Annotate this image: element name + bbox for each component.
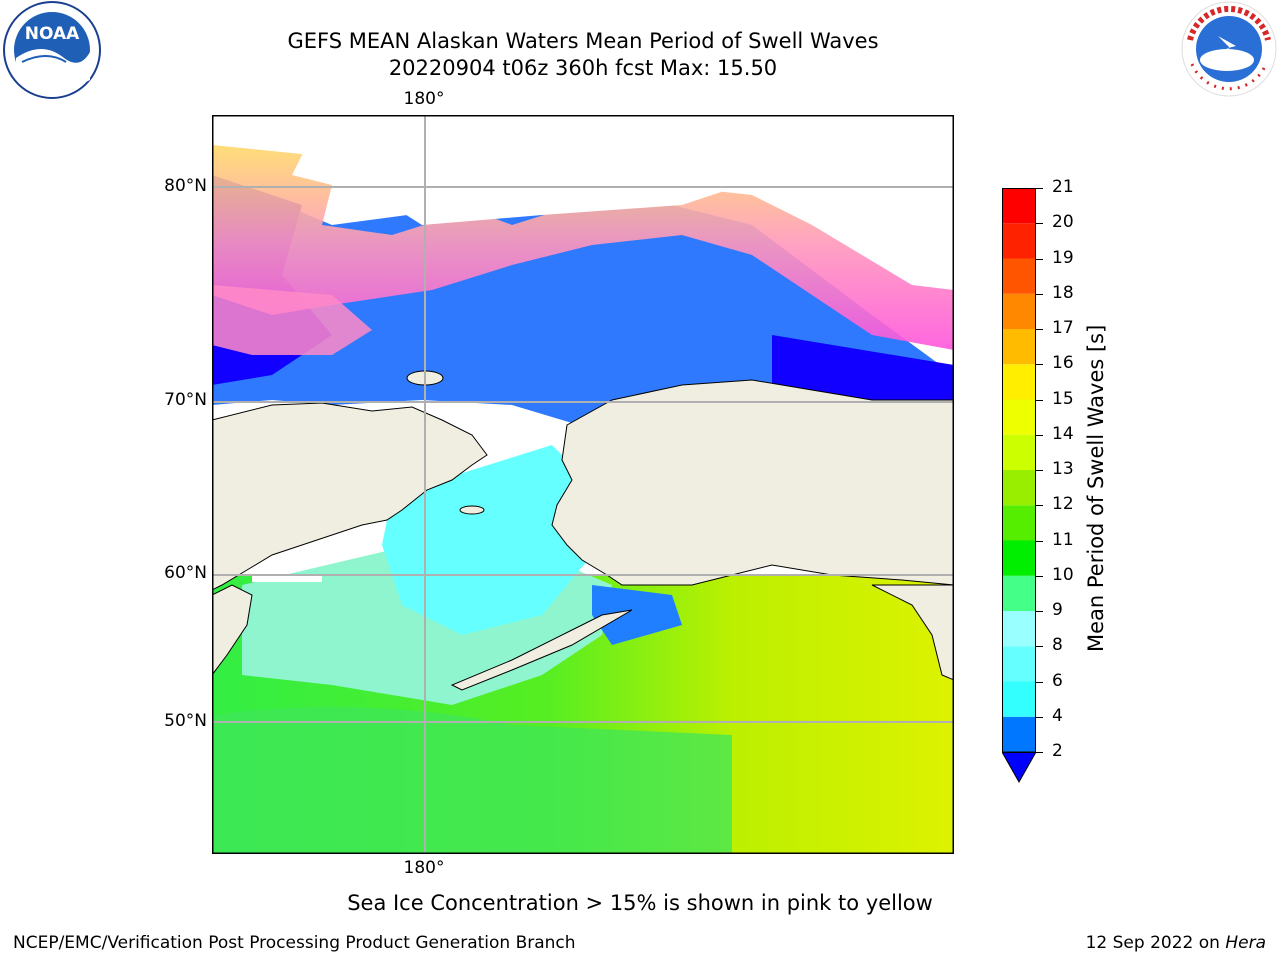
bristol-bay-blue — [592, 585, 682, 645]
colorbar-tick-mark — [1036, 575, 1043, 577]
colorbar-tick-2: 2 — [1052, 741, 1063, 761]
colorbar-tick-mark — [1036, 646, 1043, 648]
sea-ice-north — [212, 135, 954, 350]
colorbar-tick-21: 21 — [1052, 177, 1074, 197]
colorbar-tick-4: 4 — [1052, 705, 1063, 726]
kamchatka-land — [212, 584, 253, 676]
colorbar-bin-11 — [1002, 505, 1036, 541]
colorbar-tick-mark — [1036, 329, 1043, 330]
colorbar-tick-mark — [1036, 399, 1043, 401]
map-panel — [211, 114, 955, 855]
colorbar-tick-8: 8 — [1052, 635, 1063, 656]
date-text: 12 Sep 2022 on — [1085, 933, 1226, 953]
colorbar-under-arrow — [1001, 751, 1037, 784]
sea-ice-west — [212, 285, 372, 355]
map-svg — [211, 114, 955, 855]
colorbar-tick-11: 11 — [1052, 529, 1074, 550]
nws-logo — [1180, 0, 1278, 98]
credit-text: NCEP/EMC/Verification Post Processing Pr… — [13, 933, 576, 953]
no-data-alaska-gulf-strip — [252, 575, 322, 582]
no-data-north — [212, 115, 954, 225]
colorbar-svg — [1001, 188, 1037, 784]
colorbar-tick-13: 13 — [1052, 459, 1074, 479]
noaa-logo-text: NOAA — [25, 24, 80, 44]
colorbar-bin-18 — [1002, 258, 1036, 294]
colorbar-tick-12: 12 — [1052, 494, 1074, 515]
siberia-land — [212, 402, 488, 591]
colorbar-tick-9: 9 — [1052, 600, 1063, 620]
colorbar-tick-mark — [1036, 540, 1043, 542]
colorbar-tick-15: 15 — [1052, 388, 1074, 409]
chart-subtitle: 20220904 t06z 360h fcst Max: 15.50 — [388, 56, 778, 80]
southeast-alaska — [871, 584, 954, 681]
colorbar-tick-10: 10 — [1052, 564, 1074, 585]
colorbar-tick-mark — [1036, 188, 1043, 189]
colorbar-bin-4 — [1002, 681, 1036, 717]
colorbar-bin-14 — [1002, 399, 1036, 435]
lat-label-70n: 70°N — [164, 390, 207, 410]
colorbar-tick-19: 19 — [1052, 247, 1074, 268]
colorbar-tick-mark — [1036, 470, 1043, 471]
colorbar-bin-16 — [1002, 329, 1036, 365]
lon-label-bottom: 180° — [403, 858, 445, 878]
colorbar — [1001, 188, 1037, 784]
st-lawrence-island — [459, 505, 485, 515]
colorbar-bin-12 — [1002, 470, 1036, 506]
colorbar-tick-16: 16 — [1052, 353, 1074, 374]
colorbar-tick-20: 20 — [1052, 212, 1074, 233]
colorbar-bin-20 — [1002, 188, 1036, 224]
colorbar-tick-6: 6 — [1052, 670, 1063, 691]
colorbar-outline — [1002, 188, 1036, 753]
lat-label-80n: 80°N — [164, 176, 207, 196]
colorbar-bin-10 — [1002, 540, 1036, 576]
noaa-logo: NOAA — [2, 0, 102, 100]
colorbar-bin-19 — [1002, 223, 1036, 259]
colorbar-tick-mark — [1036, 611, 1043, 612]
alaska-peninsula — [450, 609, 633, 691]
map-border — [211, 114, 955, 855]
colorbar-tick-mark — [1036, 434, 1043, 436]
pacific-swell-field-south — [212, 707, 732, 854]
colorbar-bin-8 — [1002, 611, 1036, 647]
date-label: 12 Sep 2022 on Hera — [1086, 933, 1266, 953]
lat-label-50n: 50°N — [164, 711, 207, 731]
arctic-deep-blue-east — [772, 335, 954, 405]
colorbar-tick-mark — [1036, 505, 1043, 507]
lon-label-top: 180° — [403, 89, 445, 109]
colorbar-tick-mark — [1036, 681, 1043, 683]
lat-label-60n: 60°N — [164, 563, 207, 583]
machine-name: Hera — [1225, 933, 1266, 953]
colorbar-bin-6 — [1002, 646, 1036, 682]
graticule — [212, 115, 954, 854]
colorbar-tick-mark — [1036, 716, 1043, 718]
colorbar-tick-mark — [1036, 293, 1043, 295]
chart-title: GEFS MEAN Alaskan Waters Mean Period of … — [287, 29, 879, 53]
colorbar-title: Mean Period of Swell Waves [s] — [1084, 324, 1108, 652]
colorbar-tick-mark — [1036, 364, 1043, 366]
alaska-land — [551, 379, 954, 586]
colorbar-bin-17 — [1002, 293, 1036, 329]
bering-sea-light — [382, 445, 602, 635]
colorbar-bin-9 — [1002, 575, 1036, 611]
colorbar-tick-mark — [1036, 752, 1043, 753]
colorbar-bin-2 — [1002, 716, 1036, 752]
colorbar-tick-14: 14 — [1052, 423, 1074, 444]
colorbar-tick-mark — [1036, 258, 1043, 260]
colorbar-tick-17: 17 — [1052, 318, 1074, 338]
colorbar-tick-18: 18 — [1052, 282, 1074, 303]
colorbar-tick-mark — [1036, 223, 1043, 225]
sea-ice-footnote: Sea Ice Concentration > 15% is shown in … — [347, 891, 933, 915]
colorbar-bin-15 — [1002, 364, 1036, 400]
colorbar-bin-13 — [1002, 434, 1036, 470]
